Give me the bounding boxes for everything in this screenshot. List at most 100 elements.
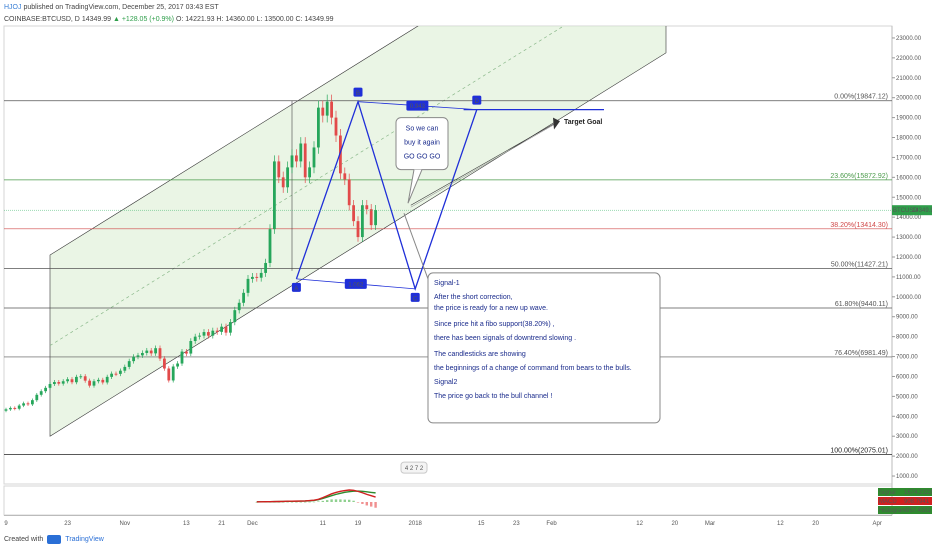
- time-tick-label: 2018: [409, 521, 423, 527]
- macd-histogram-bar: [317, 501, 320, 502]
- tradingview-link[interactable]: TradingView: [65, 536, 104, 543]
- price-tick-label: 2000.00: [896, 454, 918, 460]
- target-arrow-shadow: [410, 123, 557, 208]
- macd-histogram-bar: [352, 500, 355, 502]
- candle: [4, 409, 8, 411]
- price-tick-label: 17000.00: [896, 155, 922, 161]
- fib-level-label: 76.40%(6981.49): [834, 350, 888, 357]
- candle: [83, 376, 87, 381]
- tradingview-logo-icon: [47, 535, 62, 544]
- ratio-badge: [406, 100, 429, 111]
- fib-level-label: 100.00%(2075.01): [830, 448, 888, 455]
- time-tick-label: Feb: [546, 521, 557, 527]
- macd-histogram-bar: [321, 500, 324, 502]
- candle: [114, 373, 118, 375]
- macd-line: [256, 489, 376, 503]
- candle: [88, 380, 91, 386]
- candle: [180, 351, 184, 364]
- candle: [207, 332, 210, 336]
- callout-pointer: [407, 169, 423, 204]
- price-tick-label: 15000.00: [896, 195, 922, 201]
- candle: [185, 351, 188, 354]
- ohlc-values: O: 14221.93 H: 14360.00 L: 13500.00 C: 1…: [175, 16, 334, 23]
- macd-histogram-bar: [282, 501, 285, 503]
- macd-value-tag: [878, 506, 932, 514]
- candle: [339, 135, 342, 174]
- candle: [127, 361, 131, 367]
- candle: [211, 330, 215, 336]
- candle: [202, 332, 206, 336]
- candle: [158, 348, 162, 359]
- candle: [123, 366, 127, 371]
- candle: [365, 205, 369, 210]
- author-link[interactable]: HJOJ: [4, 4, 22, 11]
- candle: [53, 382, 56, 385]
- price-tick-label: 3000.00: [896, 434, 918, 440]
- candle: [303, 143, 307, 178]
- price-tick-label: 5000.00: [896, 394, 918, 400]
- channel-midline: [49, 26, 565, 346]
- candle: [259, 272, 263, 278]
- callout-line: buy it again: [404, 140, 440, 147]
- candle: [334, 117, 338, 136]
- candle: [251, 276, 254, 279]
- price-tick-label: 4000.00: [896, 414, 918, 420]
- candle: [317, 107, 320, 148]
- candle: [17, 405, 21, 409]
- publish-line: HJOJ published on TradingView.com, Decem…: [4, 4, 219, 11]
- callout-line: Since price hit a fibo support(38.20%) ,: [434, 321, 555, 328]
- created-with-text: Created with: [4, 536, 44, 543]
- pattern-point-badge: [472, 95, 482, 105]
- time-tick-label: 21: [218, 521, 225, 527]
- last-price-tag: [892, 205, 932, 216]
- drawings: [4, 26, 892, 455]
- time-tick-label: 23: [64, 521, 71, 527]
- macd-histogram-bar: [361, 502, 364, 504]
- candle: [61, 381, 65, 384]
- pattern-point-label: B: [356, 91, 360, 97]
- candle: [268, 229, 272, 263]
- price-tick-label: 9000.00: [896, 315, 918, 321]
- candle: [347, 179, 351, 206]
- macd-histogram-bar: [295, 501, 298, 503]
- price-tick-label: 20000.00: [896, 96, 922, 102]
- last-price: 14349.99: [81, 16, 112, 23]
- footer: Created with TradingView: [4, 535, 104, 544]
- time-tick-label: Dec: [247, 521, 258, 527]
- target-arrow: [410, 121, 559, 206]
- macd-histogram-bar: [374, 502, 377, 508]
- macd-histogram-bar: [255, 501, 258, 503]
- macd-histogram-bar: [343, 499, 346, 502]
- candle: [97, 379, 100, 382]
- macd-tag-label: Signal: [879, 490, 896, 496]
- fib-level-label: 50.00%(11427.21): [831, 261, 888, 268]
- time-tick-label: Apr: [873, 521, 882, 527]
- price-tick-label: 13000.00: [896, 235, 922, 241]
- time-tick-label: Mar: [705, 521, 715, 527]
- symbol: COINBASE:BTCUSD, D: [4, 16, 80, 23]
- candle: [145, 350, 149, 353]
- events-badge: [400, 461, 428, 474]
- price-tick-label: 23000.00: [896, 36, 922, 42]
- candle: [193, 336, 197, 342]
- fib-level-label: 23.60%(15872.92): [830, 173, 888, 180]
- candle: [132, 356, 135, 362]
- macd-tag-value: -957.4381: [904, 508, 932, 514]
- time-tick-label: 15: [478, 521, 485, 527]
- macd-tag-value: 908.7941: [904, 499, 930, 505]
- candle: [343, 173, 347, 180]
- candle: [325, 101, 329, 116]
- time-tick-label: 13: [183, 521, 190, 527]
- candle: [22, 403, 25, 406]
- macd-histogram-bar: [326, 500, 329, 502]
- macd-value-tag: [878, 497, 932, 505]
- macd-histogram-bar: [290, 501, 294, 503]
- candle: [246, 278, 250, 293]
- candle: [110, 373, 113, 377]
- candle: [312, 147, 316, 168]
- candle: [141, 352, 144, 356]
- change-value: ▲ +128.05 (+0.9%): [112, 16, 174, 23]
- macd-value-tag: [878, 488, 932, 496]
- events-badge-label: 4 2 7 2: [405, 466, 424, 472]
